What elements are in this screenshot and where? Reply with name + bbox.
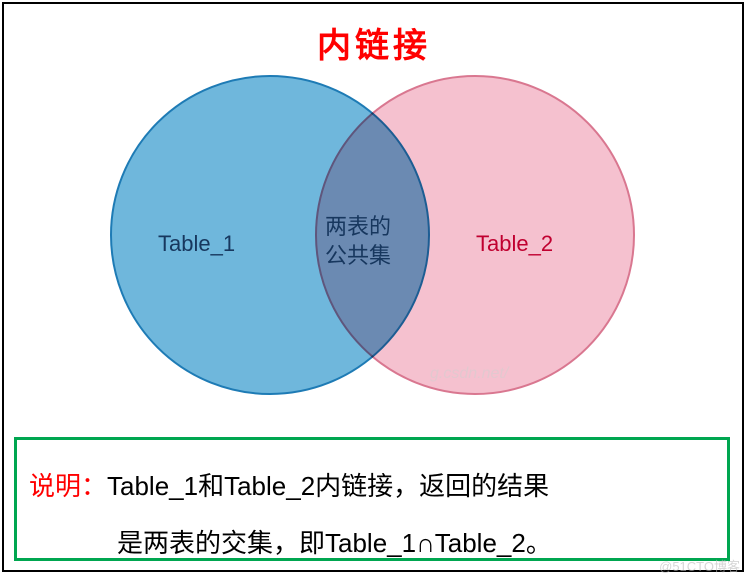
csdn-watermark: g.csdn.net/ — [430, 365, 508, 383]
title-text: 内链接 — [317, 27, 431, 65]
venn-label-left: Table_1 — [158, 231, 235, 257]
venn-label-intersection: 两表的 公共集 — [325, 213, 391, 270]
venn-diagram: Table_1 Table_2 两表的 公共集 g.csdn.net/ — [110, 75, 650, 415]
explanation-label: 说明： — [29, 471, 107, 501]
venn-label-right: Table_2 — [476, 231, 553, 257]
explanation-box: 说明：Table_1和Table_2内链接，返回的结果 是两表的交集，即Tabl… — [14, 437, 730, 561]
center-line1: 两表的 — [325, 213, 391, 242]
explanation-line1: 说明：Table_1和Table_2内链接，返回的结果 — [29, 458, 715, 515]
explanation-text-2: 是两表的交集，即Table_1∩Table_2。 — [117, 528, 552, 558]
explanation-text-1: Table_1和Table_2内链接，返回的结果 — [107, 471, 549, 501]
center-line2: 公共集 — [325, 242, 391, 271]
diagram-title: 内链接 — [0, 18, 748, 67]
explanation-line2: 是两表的交集，即Table_1∩Table_2。 — [29, 515, 715, 572]
footer-watermark: @51CTO博客 — [659, 556, 740, 575]
